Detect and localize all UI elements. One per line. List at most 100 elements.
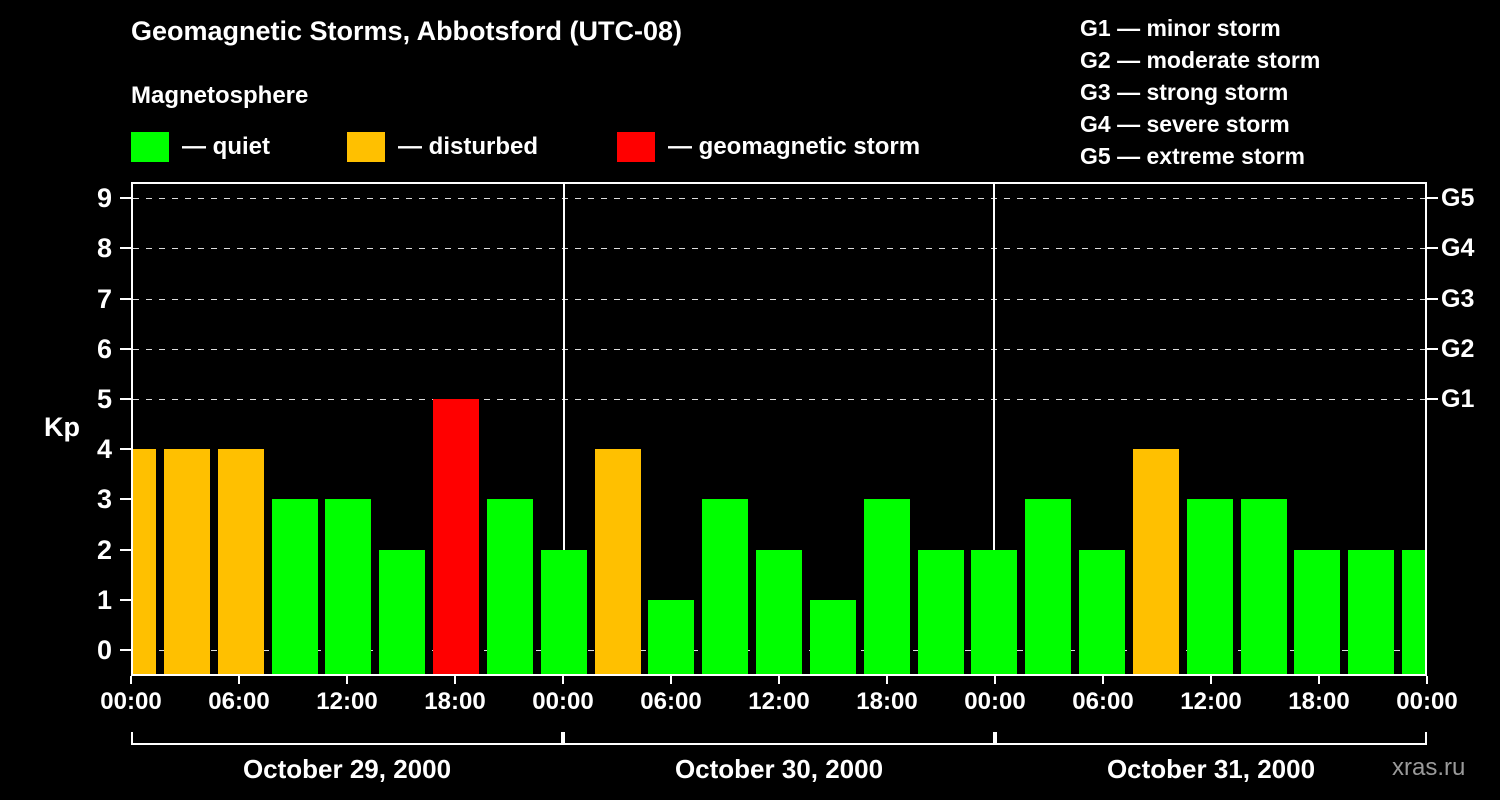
y-tick-label: 9 bbox=[96, 183, 112, 214]
x-tick-label: 06:00 bbox=[208, 688, 270, 715]
y-tick bbox=[120, 498, 131, 501]
right-tick bbox=[1427, 197, 1438, 200]
x-tick-label: 18:00 bbox=[1288, 688, 1350, 715]
kp-bar bbox=[1025, 499, 1072, 674]
day-separator bbox=[993, 184, 996, 674]
g5-legend-line: G5 — extreme storm bbox=[1080, 143, 1305, 169]
x-tick-label: 00:00 bbox=[1396, 688, 1458, 715]
x-tick bbox=[1210, 676, 1212, 684]
y-tick bbox=[120, 297, 131, 300]
legend-label-disturbed: — disturbed bbox=[398, 133, 539, 160]
right-tick bbox=[1427, 247, 1438, 250]
g2-legend-line: G2 — moderate storm bbox=[1080, 47, 1321, 73]
legend-item-quiet: — quiet bbox=[131, 132, 270, 162]
kp-bar bbox=[809, 599, 856, 674]
y-tick bbox=[120, 398, 131, 400]
x-tick bbox=[562, 676, 564, 684]
y-axis-title: Kp bbox=[44, 412, 80, 442]
gridline-kp-9 bbox=[133, 198, 1425, 200]
g-scale-legend: G1 — minor storm G2 — moderate storm G3 … bbox=[1080, 12, 1320, 172]
y-tick-label: 7 bbox=[96, 283, 112, 314]
gridline-kp-6 bbox=[133, 348, 1425, 350]
x-tick-label: 18:00 bbox=[424, 688, 486, 715]
kp-bar bbox=[217, 449, 264, 674]
x-tick-label: 12:00 bbox=[748, 688, 810, 715]
gridline-kp-8 bbox=[133, 248, 1425, 250]
g3-legend-line: G3 — strong storm bbox=[1080, 79, 1289, 105]
x-tick bbox=[670, 676, 672, 684]
kp-bar bbox=[1186, 499, 1233, 674]
g4-legend-line: G4 — severe storm bbox=[1080, 111, 1290, 137]
right-tick bbox=[1427, 347, 1438, 350]
kp-bar bbox=[863, 499, 910, 674]
kp-bar bbox=[756, 549, 802, 674]
y-tick-label: 2 bbox=[96, 534, 112, 565]
legend-item-disturbed: — disturbed bbox=[347, 132, 538, 162]
kp-bar bbox=[433, 399, 479, 674]
date-bracket bbox=[563, 732, 995, 745]
right-tick bbox=[1427, 297, 1438, 300]
x-tick bbox=[1426, 676, 1428, 684]
x-tick-label: 06:00 bbox=[1072, 688, 1134, 715]
plot-area bbox=[131, 182, 1427, 676]
x-tick-label: 06:00 bbox=[640, 688, 702, 715]
x-tick-label: 00:00 bbox=[964, 688, 1026, 715]
date-label: October 30, 2000 bbox=[674, 754, 884, 784]
y-tick-label: 8 bbox=[96, 233, 112, 264]
g-tick-label: G3 bbox=[1441, 284, 1475, 313]
gridline-kp-7 bbox=[133, 298, 1425, 300]
kp-bar bbox=[163, 449, 210, 674]
gridline-kp-5 bbox=[133, 399, 1425, 400]
y-tick-label: 6 bbox=[96, 333, 112, 364]
x-tick bbox=[346, 676, 348, 684]
legend-item-storm: — geomagnetic storm bbox=[617, 132, 920, 162]
magnetosphere-legend-title: Magnetosphere bbox=[131, 82, 309, 109]
g-tick-label: G5 bbox=[1441, 184, 1475, 213]
x-tick bbox=[1318, 676, 1320, 684]
x-tick bbox=[1102, 676, 1104, 684]
kp-bar bbox=[1402, 549, 1425, 674]
kp-bar bbox=[379, 549, 426, 674]
date-label: October 29, 2000 bbox=[242, 754, 452, 784]
date-bracket bbox=[995, 732, 1427, 745]
kp-bar bbox=[271, 499, 318, 674]
kp-bar bbox=[540, 549, 587, 674]
kp-bar bbox=[702, 499, 749, 674]
legend-label-storm: — geomagnetic storm bbox=[668, 133, 921, 160]
kp-bar bbox=[1240, 499, 1287, 674]
kp-bar bbox=[133, 449, 156, 674]
storm-swatch bbox=[617, 132, 655, 162]
kp-bar bbox=[486, 499, 533, 674]
y-tick bbox=[120, 247, 131, 250]
date-bracket bbox=[131, 732, 563, 745]
x-tick-label: 18:00 bbox=[856, 688, 918, 715]
x-tick bbox=[238, 676, 240, 684]
x-tick-label: 00:00 bbox=[100, 688, 162, 715]
g-tick-label: G1 bbox=[1441, 385, 1475, 413]
day-separator bbox=[562, 184, 565, 674]
g1-legend-line: G1 — minor storm bbox=[1080, 15, 1281, 41]
chart-title: Geomagnetic Storms, Abbotsford (UTC-08) bbox=[131, 16, 683, 46]
x-tick bbox=[778, 676, 780, 684]
date-label: October 31, 2000 bbox=[1106, 754, 1316, 784]
y-tick bbox=[120, 548, 131, 551]
kp-bar bbox=[1348, 549, 1395, 674]
kp-bar bbox=[325, 499, 372, 674]
kp-bar bbox=[1079, 549, 1125, 674]
kp-bar bbox=[1294, 549, 1341, 674]
x-tick-label: 12:00 bbox=[316, 688, 378, 715]
disturbed-swatch bbox=[347, 132, 385, 162]
x-tick bbox=[130, 676, 132, 684]
kp-bar bbox=[917, 549, 964, 674]
g-tick-label: G2 bbox=[1441, 334, 1475, 363]
y-tick bbox=[120, 347, 131, 350]
y-tick-label: 1 bbox=[96, 584, 112, 615]
x-tick-label: 00:00 bbox=[532, 688, 594, 715]
y-tick bbox=[120, 598, 131, 601]
y-tick bbox=[120, 448, 131, 451]
legend-label-quiet: — quiet bbox=[182, 133, 270, 160]
quiet-swatch bbox=[131, 132, 169, 162]
x-tick bbox=[886, 676, 888, 684]
x-tick bbox=[454, 676, 456, 684]
